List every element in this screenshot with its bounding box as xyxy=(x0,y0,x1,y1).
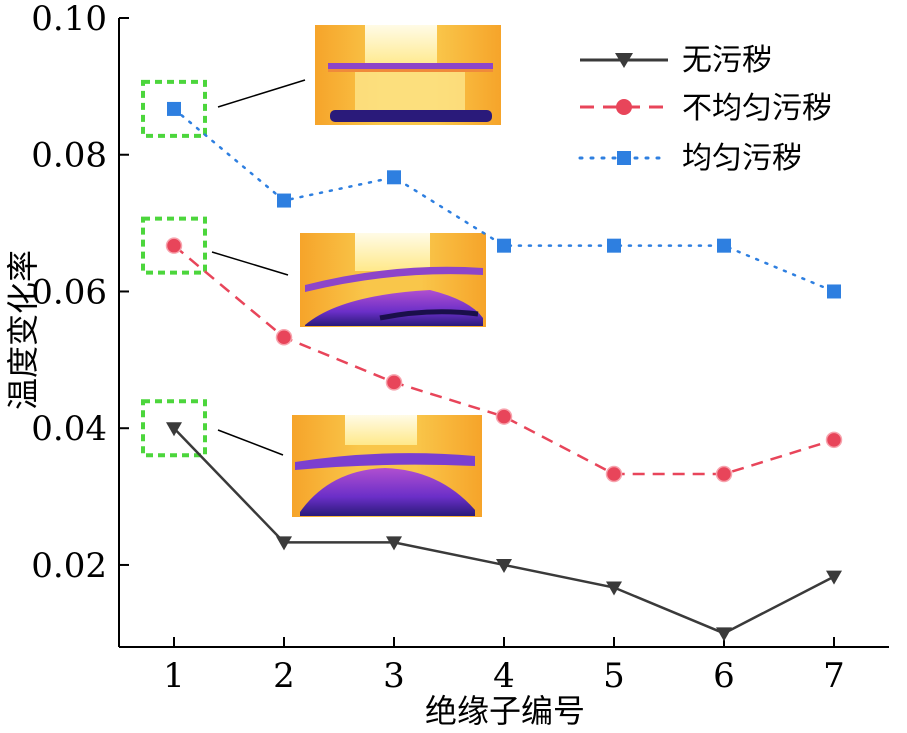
data-point xyxy=(717,238,731,253)
series-line xyxy=(172,107,836,293)
legend-label-uniform: 均匀污秽 xyxy=(682,141,802,176)
data-point xyxy=(605,465,623,483)
y-tick-label: 0.02 xyxy=(31,546,107,586)
thermal-image-uniform xyxy=(315,25,501,125)
highlight-box xyxy=(141,79,207,138)
data-point xyxy=(275,329,293,346)
legend-label-clean: 无污秽 xyxy=(682,43,772,78)
legend-marker-triangle xyxy=(615,53,633,68)
y-tick-label: 0.10 xyxy=(31,0,107,39)
highlight-box xyxy=(141,216,207,275)
legend-item-nonuniform: 不均匀污秽 xyxy=(580,91,832,126)
highlight-boxes xyxy=(141,79,207,458)
thermal-insets xyxy=(211,25,501,517)
data-point xyxy=(715,465,733,483)
x-ticks: 1 2 3 4 5 6 7 xyxy=(163,637,845,696)
data-point xyxy=(826,570,842,585)
thermal-image-nonuniform xyxy=(300,233,486,327)
data-point xyxy=(825,431,843,449)
y-tick-label: 0.06 xyxy=(31,272,107,312)
x-tick-label: 5 xyxy=(603,656,625,696)
x-tick-label: 1 xyxy=(163,656,185,696)
data-point xyxy=(166,422,182,437)
series-1 xyxy=(165,237,843,483)
series xyxy=(165,101,843,642)
axes: 0.02 0.04 0.06 0.08 0.10 1 2 3 4 5 6 7 绝缘子编号 温度变化率 xyxy=(4,0,889,730)
data-point xyxy=(165,237,183,254)
series-2 xyxy=(167,101,841,299)
data-point xyxy=(607,238,621,253)
inset-pointer-line xyxy=(217,79,306,108)
inset-pointer-line xyxy=(217,429,284,456)
x-tick-label: 3 xyxy=(383,656,405,696)
data-point xyxy=(606,581,622,596)
data-point xyxy=(716,627,732,642)
data-point xyxy=(495,408,513,425)
data-point xyxy=(497,238,511,253)
data-point xyxy=(276,536,292,551)
legend-marker-circle xyxy=(616,99,632,115)
x-tick-label: 2 xyxy=(273,656,295,696)
legend-item-uniform: 均匀污秽 xyxy=(578,141,802,176)
y-tick-label: 0.04 xyxy=(31,409,107,449)
inset-pointer-line xyxy=(211,251,289,276)
legend-item-clean: 无污秽 xyxy=(580,43,772,78)
x-tick-label: 7 xyxy=(823,656,845,696)
legend-label-nonuniform: 不均匀污秽 xyxy=(682,91,832,126)
y-tick-label: 0.08 xyxy=(31,136,107,176)
x-tick-label: 6 xyxy=(713,656,735,696)
data-point xyxy=(827,284,841,299)
x-axis-title: 绝缘子编号 xyxy=(425,692,585,730)
data-point xyxy=(387,170,401,185)
data-point xyxy=(385,374,403,391)
thermal-image-clean xyxy=(292,415,482,517)
y-axis-title: 温度变化率 xyxy=(4,250,42,410)
highlight-box xyxy=(141,399,207,458)
series-line xyxy=(173,244,835,476)
legend-marker-square xyxy=(617,151,631,165)
data-point xyxy=(496,558,512,573)
x-tick-label: 4 xyxy=(493,656,515,696)
series-line xyxy=(173,427,835,635)
y-ticks: 0.02 0.04 0.06 0.08 0.10 xyxy=(31,0,129,586)
data-point xyxy=(167,101,181,116)
series-0 xyxy=(166,422,842,642)
data-point xyxy=(277,193,291,208)
data-point xyxy=(386,536,402,551)
legend: 无污秽 不均匀污秽 均匀污秽 xyxy=(578,43,832,176)
